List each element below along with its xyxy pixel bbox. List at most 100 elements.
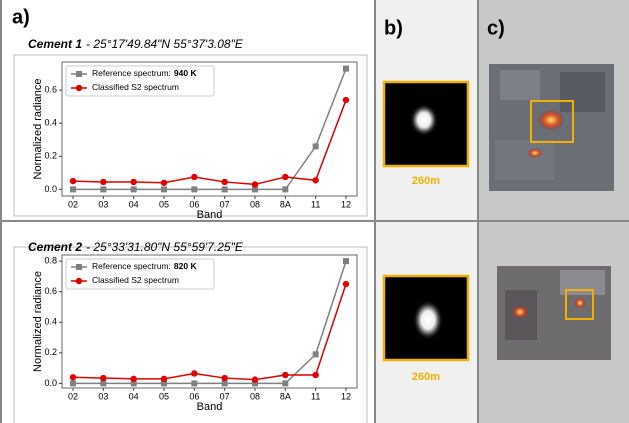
y-tick-label: 0.6 (44, 286, 57, 296)
marker (221, 179, 227, 185)
marker (130, 179, 136, 185)
x-tick-label: 07 (220, 199, 230, 209)
satellite-image (489, 64, 614, 191)
x-tick-label: 05 (159, 199, 169, 209)
chart-title-site: Cement 1 (28, 37, 82, 51)
legend-label: Classified S2 spectrum (92, 275, 179, 285)
panel-label: c) (487, 17, 505, 39)
marker (100, 375, 106, 381)
x-tick-label: 04 (129, 391, 139, 401)
y-tick-label: 0.2 (44, 151, 57, 161)
marker (130, 376, 136, 382)
x-tick-label: 08 (250, 199, 260, 209)
y-tick-label: 0.2 (44, 347, 57, 357)
x-tick-label: 03 (98, 199, 108, 209)
panel-label: b) (384, 17, 403, 39)
marker (313, 143, 319, 149)
legend-name: Classified S2 spectrum (92, 275, 179, 285)
marker (100, 380, 106, 386)
y-tick-label: 0.0 (44, 378, 57, 388)
x-tick-label: 03 (98, 391, 108, 401)
chart-subtitle: - 25°33'31.80"N 55°59'7.25"E (86, 240, 244, 254)
x-tick-label: 04 (129, 199, 139, 209)
marker (252, 376, 258, 382)
scale-label: 260m (412, 371, 440, 383)
chart-title-site: Cement 2 (28, 240, 82, 254)
marker (222, 380, 228, 386)
x-tick-label: 05 (159, 391, 169, 401)
x-tick-label: 11 (311, 391, 320, 401)
thermal-image (384, 276, 468, 360)
marker (343, 281, 349, 287)
legend-temperature: 940 K (174, 68, 198, 78)
marker (282, 186, 288, 192)
marker (312, 372, 318, 378)
marker (343, 258, 349, 264)
y-axis-label: Normalized radiance (32, 79, 44, 180)
marker (161, 180, 167, 186)
marker (100, 179, 106, 185)
marker (131, 186, 137, 192)
x-tick-label: 06 (189, 391, 199, 401)
legend-temperature: 820 K (174, 261, 198, 271)
series-line (73, 100, 346, 184)
marker (282, 380, 288, 386)
x-tick-label: 12 (341, 391, 351, 401)
marker (70, 374, 76, 380)
marker (70, 380, 76, 386)
y-tick-label: 0.4 (44, 317, 57, 327)
chart-title: Cement 1 - 25°17'49.84"N 55°37'3.08"E (28, 37, 244, 51)
legend-name: Reference spectrum: (92, 68, 171, 78)
marker (76, 264, 82, 270)
y-tick-label: 0.0 (44, 184, 57, 194)
marker (222, 186, 228, 192)
legend-label: Reference spectrum:940 K (92, 68, 197, 78)
marker (161, 376, 167, 382)
x-tick-label: 8A (280, 391, 291, 401)
x-tick-label: 11 (311, 199, 320, 209)
y-tick-label: 0.4 (44, 118, 57, 128)
x-axis-label: Band (197, 209, 223, 221)
legend-label: Reference spectrum:820 K (92, 261, 197, 271)
marker (312, 177, 318, 183)
scale-label: 260m (412, 175, 440, 187)
marker (76, 85, 82, 91)
marker (70, 186, 76, 192)
marker (282, 372, 288, 378)
marker (252, 181, 258, 187)
marker (191, 174, 197, 180)
legend-label: Classified S2 spectrum (92, 82, 179, 92)
x-tick-label: 02 (68, 199, 78, 209)
marker (161, 186, 167, 192)
panel-label: a) (12, 6, 30, 28)
y-axis-label: Normalized radiance (32, 271, 44, 372)
marker (313, 351, 319, 357)
x-tick-label: 12 (341, 199, 351, 209)
marker (76, 278, 82, 284)
x-tick-label: 08 (250, 391, 260, 401)
marker (191, 370, 197, 376)
thermal-image (384, 82, 468, 166)
satellite-image (497, 266, 611, 360)
x-axis-label: Band (197, 401, 223, 413)
y-tick-label: 0.6 (44, 84, 57, 94)
marker (343, 66, 349, 72)
figure: a) b) c) 260m 260m Cement 1 - 25°17'49.84… (0, 0, 629, 423)
marker (221, 375, 227, 381)
chart-title: Cement 2 - 25°33'31.80"N 55°59'7.25"E (28, 240, 244, 254)
marker (191, 186, 197, 192)
x-tick-label: 06 (189, 199, 199, 209)
legend-name: Reference spectrum: (92, 261, 171, 271)
chart-subtitle: - 25°17'49.84"N 55°37'3.08"E (86, 37, 244, 51)
x-tick-label: 02 (68, 391, 78, 401)
marker (70, 178, 76, 184)
marker (76, 71, 82, 77)
marker (343, 97, 349, 103)
y-tick-label: 0.8 (44, 255, 57, 265)
marker (191, 380, 197, 386)
x-tick-label: 8A (280, 199, 291, 209)
x-tick-label: 07 (220, 391, 230, 401)
marker (100, 186, 106, 192)
legend-name: Classified S2 spectrum (92, 82, 179, 92)
marker (282, 174, 288, 180)
